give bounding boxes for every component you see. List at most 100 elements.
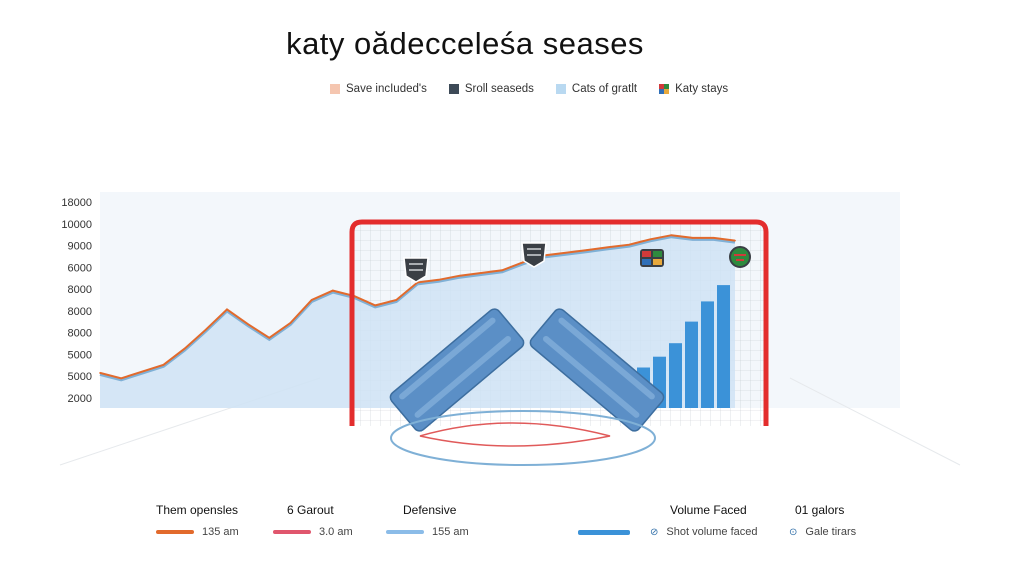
y-tick-label: 6000 xyxy=(68,262,92,274)
legend-label-save: Save incIuded's xyxy=(346,83,427,95)
series-point xyxy=(713,237,715,239)
series-point xyxy=(586,249,588,251)
bottom-legend-row: 155 am xyxy=(386,526,469,538)
y-tick-label: 8000 xyxy=(68,284,92,296)
legend-label-cats: Cats of gratlt xyxy=(571,83,638,95)
left-pad xyxy=(389,308,525,432)
series-point xyxy=(141,370,144,373)
series-point xyxy=(501,269,504,272)
series-point xyxy=(289,322,292,324)
legend-swatch-sroll xyxy=(448,84,459,94)
bottom-legend-row: 3.0 am xyxy=(273,526,353,538)
goalie-pads xyxy=(389,308,665,432)
right-pad xyxy=(529,308,665,432)
volume-bar xyxy=(717,285,730,408)
series-point xyxy=(649,238,652,241)
bottom-legend-row: ⊘ Shot volume faced xyxy=(578,526,758,538)
series-point xyxy=(183,347,186,350)
marker-logo-4 xyxy=(729,246,751,268)
bottom-legend-row: 135 am xyxy=(156,526,239,538)
crease-inner xyxy=(419,422,611,447)
y-tick-label: 8000 xyxy=(68,306,92,318)
goal-crease xyxy=(390,410,656,466)
right-pad-ridge xyxy=(558,317,655,400)
bottom-legend-row: ⊙ Gale tirars xyxy=(789,526,856,538)
top-legend: Save incIuded's Sroll seaseds Cats of gr… xyxy=(330,83,728,95)
y-tick-label: 10000 xyxy=(61,219,92,231)
bottom-legend-them-opensles: Them opensles 135 am xyxy=(156,503,239,538)
series-point xyxy=(310,299,313,301)
y-tick-label: 5000 xyxy=(68,371,92,383)
bottom-legend-volume-faced: Volume Faced ⊘ Shot volume faced xyxy=(578,503,758,538)
marker-logo-3 xyxy=(640,249,664,267)
y-tick-label: 5000 xyxy=(68,349,92,361)
series-point xyxy=(437,279,440,281)
bottom-legend-heading: Volume Faced xyxy=(670,503,747,517)
bottom-legend-heading: Them opensles xyxy=(156,503,239,517)
series-point xyxy=(480,272,482,274)
bottom-legend-label: Gale tirars xyxy=(805,526,857,538)
volume-bar xyxy=(701,301,714,408)
volume-bar xyxy=(685,321,698,408)
bottom-legend-heading: 01 galors xyxy=(795,503,845,517)
series-point xyxy=(374,304,377,307)
top-legend-item-sroll: Sroll seaseds xyxy=(448,83,534,95)
left-pad-ridge-2 xyxy=(414,335,511,418)
series-line-shadow xyxy=(99,235,736,382)
bottom-legend: Them opensles 135 am 6 Garout 3.0 am Def… xyxy=(0,503,1024,543)
series-point xyxy=(734,239,736,242)
crease-ellipse xyxy=(390,410,656,466)
marker-logo-1 xyxy=(403,257,429,283)
bottom-legend-label: 3.0 am xyxy=(319,526,353,538)
bottom-legend-garout: 6 Garout 3.0 am xyxy=(273,503,353,538)
legend-line-pink xyxy=(273,530,311,534)
right-pad-ridge-2 xyxy=(543,335,640,418)
legend-line-lightblue xyxy=(386,530,424,534)
series-point xyxy=(522,261,525,264)
goal-frame xyxy=(349,219,769,426)
top-legend-item-save: Save incIuded's xyxy=(330,83,427,95)
bottom-legend-defensive: Defensive 155 am xyxy=(386,503,469,538)
bottom-legend-heading: 6 Garout xyxy=(287,503,334,517)
series-point xyxy=(564,252,567,254)
bottom-legend-heading: Defensive xyxy=(403,503,457,517)
legend-label-katy: Katy stays xyxy=(675,83,729,95)
bottom-legend-label: 135 am xyxy=(202,526,239,538)
series-point xyxy=(205,328,207,331)
legend-label-sroll: Sroll seaseds xyxy=(464,83,534,95)
volume-bar xyxy=(669,343,682,408)
team-markers xyxy=(403,242,751,283)
bottom-legend-galors: 01 galors ⊙ Gale tirars xyxy=(789,503,856,538)
bottom-legend-label: 155 am xyxy=(432,526,469,538)
y-tick-label: 9000 xyxy=(68,241,92,253)
shot-volume-icon: ⊘ xyxy=(650,526,659,538)
chart-title: katy oădecceleśa seases xyxy=(286,26,644,61)
legend-line-orange xyxy=(156,530,194,534)
series-point xyxy=(459,274,461,277)
left-pad-ridge xyxy=(399,317,496,400)
y-tick-label: 18000 xyxy=(61,197,92,209)
series-point xyxy=(628,243,630,246)
series-point xyxy=(247,323,249,326)
series-point xyxy=(268,337,271,339)
series-point xyxy=(332,289,334,292)
series-point xyxy=(120,377,122,380)
series-point xyxy=(99,372,101,374)
top-legend-item-cats: Cats of gratlt xyxy=(555,83,638,95)
top-legend-item-katy: Katy stays xyxy=(659,83,728,95)
bottom-legend-label: Shot volume faced xyxy=(666,526,758,538)
y-tick-label: 2000 xyxy=(68,393,92,405)
y-axis: 18000 10000 9000 6000 8000 8000 8000 5000 5000 20… xyxy=(61,197,92,405)
series-point xyxy=(162,364,165,366)
legend-swatch-save xyxy=(330,84,340,94)
legend-line-blue xyxy=(578,529,630,535)
legend-swatch-cats xyxy=(555,84,566,94)
series-point xyxy=(607,246,609,249)
series-point xyxy=(691,237,694,239)
legend-swatch-katy-icon xyxy=(659,84,670,94)
series-point xyxy=(395,299,398,301)
series-point xyxy=(226,308,228,311)
y-tick-label: 8000 xyxy=(68,328,92,340)
gale-icon: ⊙ xyxy=(789,526,798,538)
